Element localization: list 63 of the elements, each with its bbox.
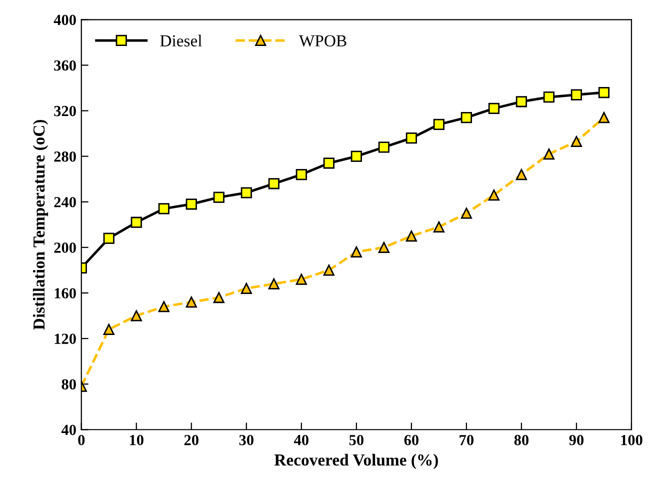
point: [598, 86, 610, 98]
point: [433, 221, 444, 232]
point: [103, 324, 114, 335]
x-tick-label: 40: [294, 434, 308, 446]
point: [323, 158, 334, 169]
point: [240, 282, 252, 294]
x-axis-title: Recovered Volume (%): [274, 454, 438, 470]
x-tick-label: 100: [621, 434, 642, 446]
y-tick-label: 120: [54, 334, 76, 344]
legend-label: Diesel: [160, 34, 202, 46]
point: [186, 198, 197, 210]
x-tick-label: 20: [184, 434, 198, 446]
point: [488, 189, 500, 201]
point: [350, 150, 362, 162]
point: [323, 264, 334, 276]
point: [350, 246, 362, 258]
point: [516, 168, 528, 180]
y-tick-label: 160: [54, 288, 76, 298]
y-tick-label: 360: [54, 60, 76, 71]
point: [103, 232, 114, 244]
point: [158, 203, 170, 214]
y-axis-title: Distillation Temperature (oC): [32, 120, 48, 330]
y-tick-label: 320: [54, 106, 76, 116]
point: [406, 132, 417, 144]
point: [130, 216, 142, 228]
x-tick-label: 0: [78, 434, 85, 446]
point: [268, 278, 280, 290]
point: [543, 148, 555, 160]
point: [296, 274, 307, 285]
y-tick-label: 240: [54, 196, 76, 208]
x-tick-label: 30: [239, 434, 254, 446]
point: [186, 296, 197, 308]
point: [570, 89, 582, 100]
point: [240, 187, 252, 198]
point: [543, 92, 555, 103]
x-tick-label: 50: [349, 434, 364, 446]
point: [488, 102, 500, 114]
point: [130, 310, 142, 322]
x-tick-label: 60: [404, 434, 418, 446]
point: [378, 242, 390, 253]
x-tick-label: 90: [569, 434, 584, 446]
y-tick-label: 40: [61, 424, 76, 436]
point: [213, 192, 224, 203]
y-tick-label: 80: [62, 379, 76, 390]
x-tick-label: 80: [514, 434, 529, 446]
point: [570, 136, 582, 148]
y-tick-label: 400: [54, 14, 76, 26]
point: [268, 178, 280, 190]
point: [460, 208, 472, 219]
point: [406, 230, 417, 242]
point: [378, 142, 390, 153]
point: [516, 96, 528, 108]
point: [598, 112, 610, 124]
point: [460, 112, 472, 124]
legend-label: WPOB: [298, 35, 346, 47]
x-tick-label: 70: [460, 434, 474, 446]
point: [433, 118, 444, 130]
x-tick-label: 10: [130, 434, 144, 446]
point: [158, 301, 170, 312]
point: [213, 292, 224, 304]
y-tick-label: 280: [54, 151, 76, 162]
point: [296, 168, 307, 180]
y-tick-label: 200: [54, 242, 76, 253]
